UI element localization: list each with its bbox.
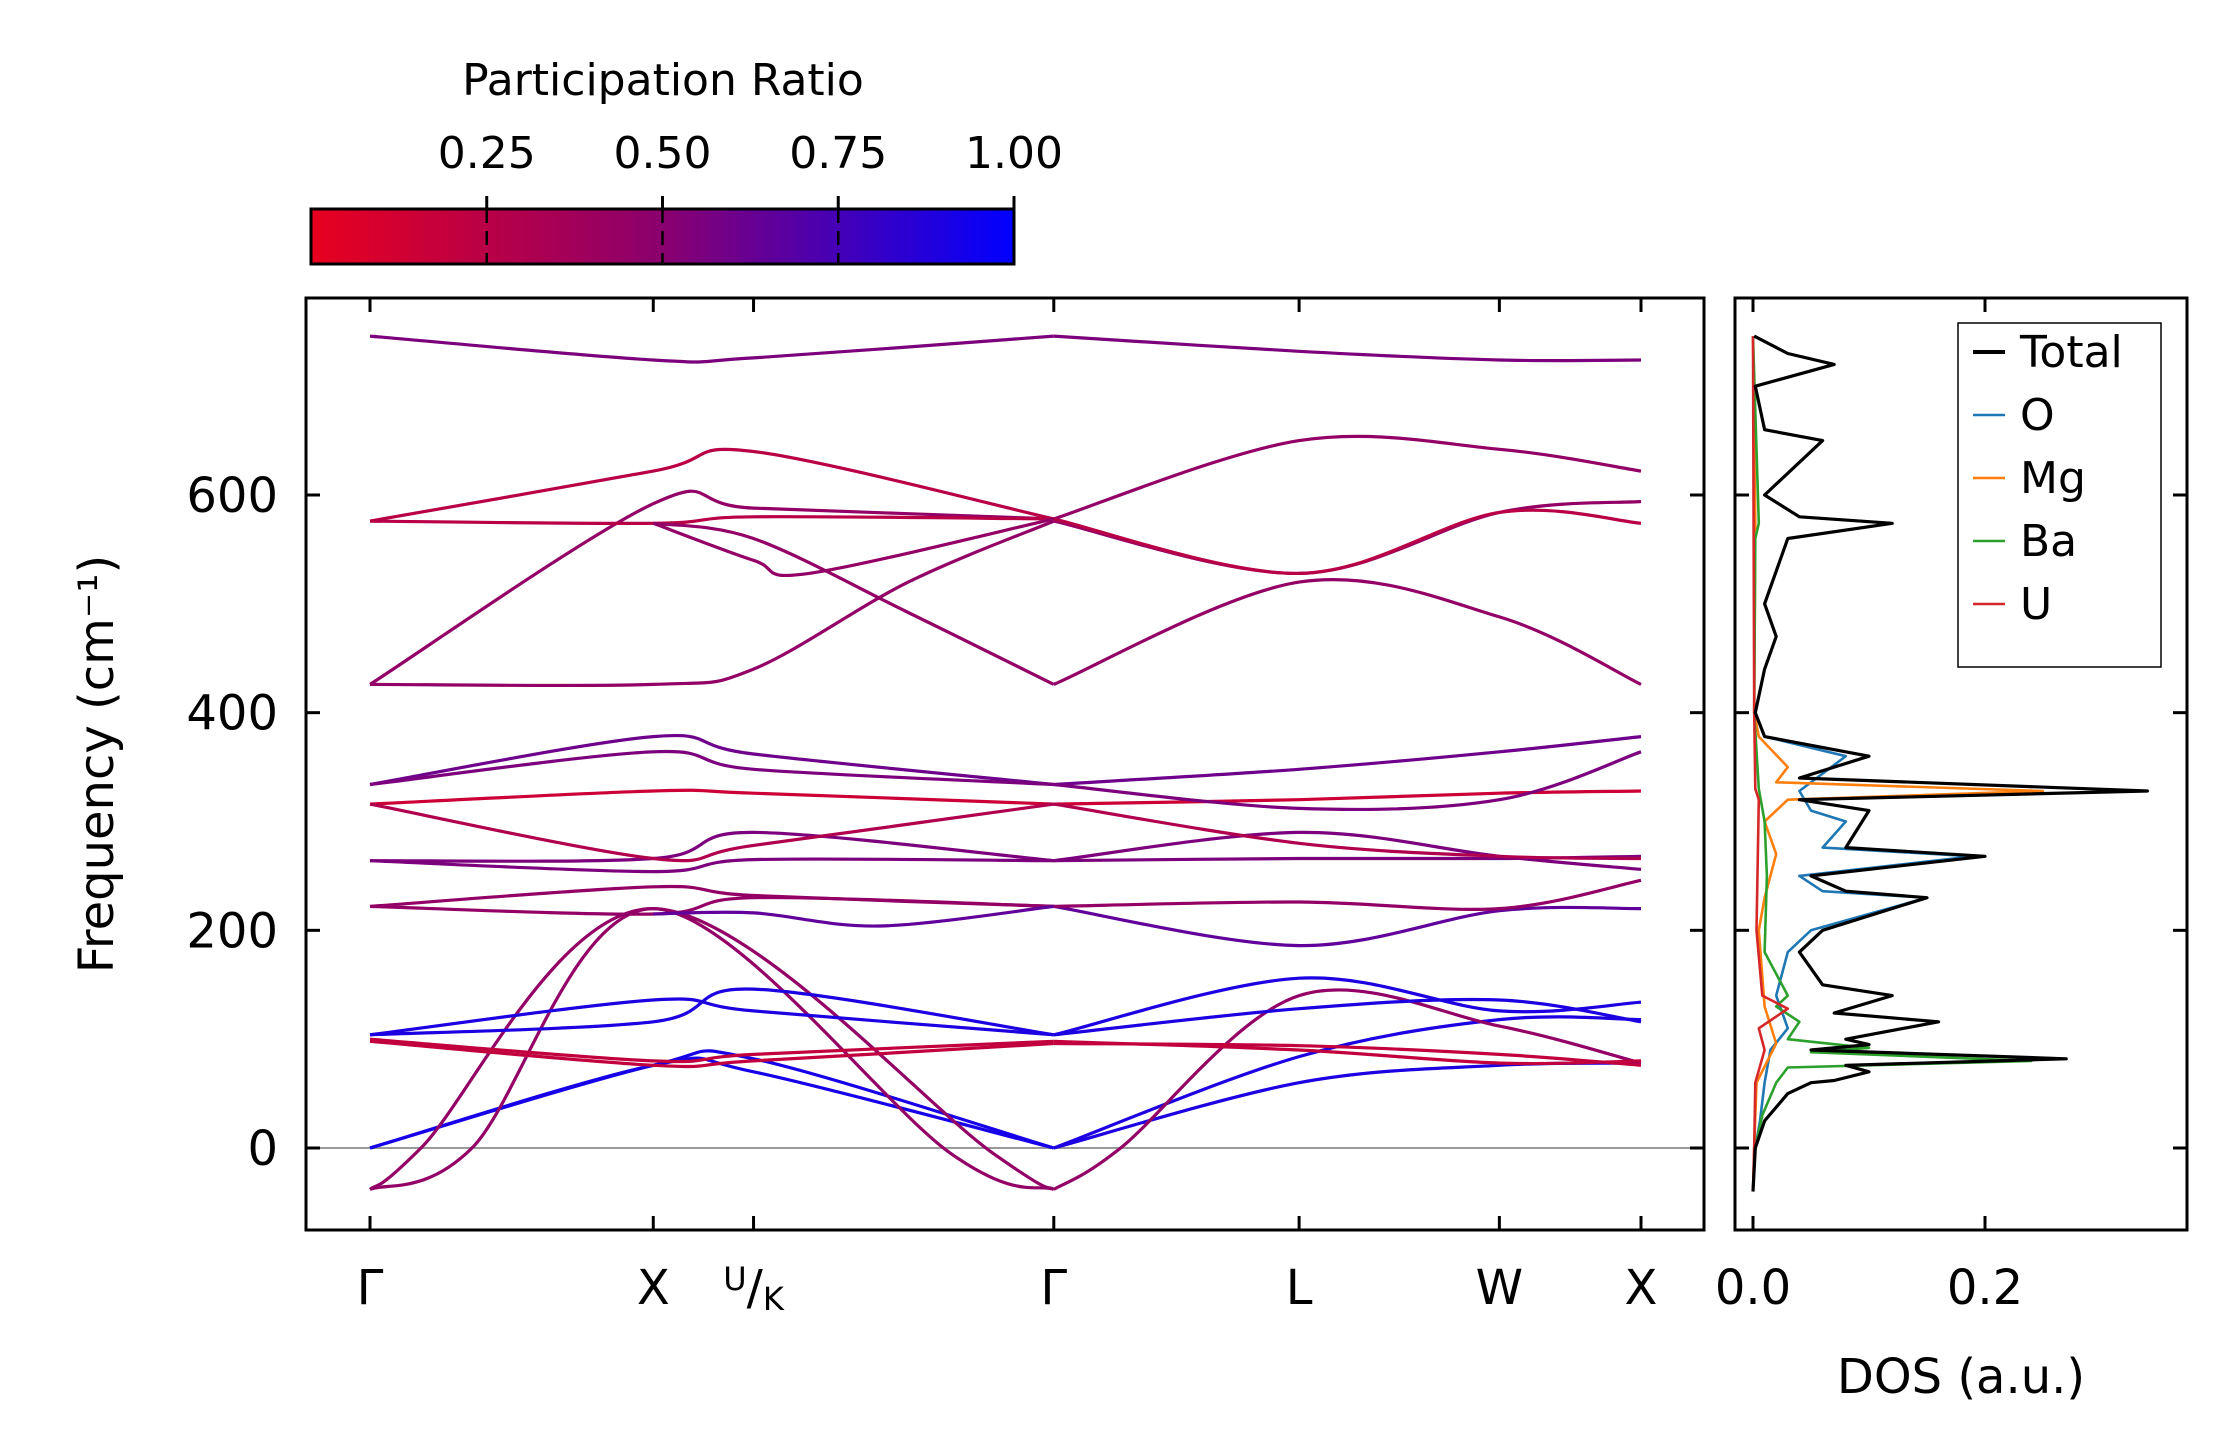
phonon-band-24: [369, 788, 1054, 806]
colorbar-tick-label: 1.00: [965, 128, 1063, 179]
phonon-band-27: [1053, 802, 1642, 861]
kpoint-label: L: [1286, 1260, 1313, 1316]
colorbar-ticks: 0.25 0.50 0.75 1.00: [438, 128, 1063, 264]
phonon-band-12: [369, 1039, 1054, 1069]
phonon-band-30: [1053, 735, 1642, 787]
phonon-band-7: [369, 997, 1054, 1037]
phonon-band-19: [1053, 878, 1642, 911]
phonon-band-18: [1053, 904, 1642, 948]
colorbar-tick-label: 0.75: [789, 128, 887, 179]
phonon-band-14: [1053, 1041, 1642, 1067]
phonon-band-28: [369, 733, 1054, 787]
phonon-band-2: [1053, 1061, 1642, 1150]
band-structure-panel: Γ X U/K Γ L W X 0 200 400 600 Frequency (cm⁻¹): [69, 296, 1706, 1318]
phonon-band-37: [369, 515, 1054, 526]
colorbar-tick-label: 0.25: [438, 128, 536, 179]
phonon-band-11: [369, 1037, 1054, 1064]
kpoint-label: U/K: [723, 1260, 785, 1318]
legend-label-o: O: [2020, 390, 2055, 441]
dos-series-u: [1751, 336, 1790, 1192]
kpoint-label: Γ: [1040, 1260, 1067, 1316]
phonon-band-6: [1052, 988, 1642, 1191]
phonon-band-35: [1053, 578, 1642, 686]
phonon-band-42: [369, 334, 1054, 364]
legend-label-u: U: [2020, 579, 2052, 630]
legend-label-total: Total: [2019, 327, 2123, 378]
y-tick-label: 600: [186, 468, 278, 524]
kpoint-label: X: [1625, 1260, 1658, 1316]
y-tick-label: 0: [247, 1121, 278, 1177]
phonon-band-41: [1053, 508, 1642, 576]
band-lines: [368, 334, 1642, 1191]
dos-x-tick-label: 0.2: [1947, 1260, 2023, 1316]
phonon-band-38: [653, 521, 1055, 686]
dos-axis-ticks: 0.0 0.2: [1715, 298, 2187, 1316]
phonon-band-32: [369, 489, 1054, 686]
y-axis-label: Frequency (cm⁻¹): [69, 555, 125, 973]
phonon-band-33: [369, 519, 1055, 688]
dos-x-tick-label: 0.0: [1715, 1260, 1791, 1316]
phonon-band-20: [369, 857, 1054, 874]
legend-label-mg: Mg: [2020, 453, 2086, 504]
phonon-band-1: [369, 1056, 1055, 1150]
phonon-band-9: [1053, 976, 1642, 1037]
colorbar: Participation Ratio 0.25 0.50 0.75 1.00: [309, 55, 1063, 266]
dos-plot-frame: [1733, 296, 2189, 1232]
dos-x-axis-label: DOS (a.u.): [1837, 1349, 2085, 1405]
phonon-band-39: [652, 517, 1055, 578]
kpoint-label: X: [637, 1260, 670, 1316]
band-plot-frame: [304, 296, 1706, 1232]
legend-box: [1957, 322, 2162, 668]
phonon-band-8: [369, 987, 1055, 1037]
y-tick-label: 400: [186, 686, 278, 742]
dos-lines: [1751, 334, 2149, 1192]
phonon-band-36: [369, 447, 1055, 523]
phonon-band-26: [369, 802, 1055, 863]
phonon-band-10: [1053, 997, 1642, 1037]
phonon-band-5: [369, 906, 1055, 1191]
phonon-band-31: [1053, 750, 1642, 812]
phonon-band-40: [1053, 434, 1642, 521]
phonon-band-21: [369, 830, 1054, 863]
dos-panel: 0.0 0.2 DOS (a.u.) Total O Mg Ba U: [1715, 296, 2189, 1405]
phonon-band-17: [653, 904, 1054, 928]
phonon-band-16: [369, 895, 1054, 916]
band-axis-ticks: Γ X U/K Γ L W X 0 200 400 600: [186, 298, 1704, 1318]
kpoint-label: Γ: [357, 1260, 384, 1316]
phonon-band-22: [1053, 830, 1642, 871]
legend-label-ba: Ba: [2020, 516, 2077, 567]
phonon-band-25: [1053, 789, 1642, 806]
dos-series-total: [1751, 334, 2149, 1192]
colorbar-tick-label: 0.50: [614, 128, 712, 179]
phonon-band-43: [1053, 334, 1642, 363]
kpoint-label: W: [1476, 1260, 1523, 1316]
legend: Total O Mg Ba U: [1957, 322, 2162, 668]
phonon-band-3: [1053, 1015, 1642, 1150]
legend-items: Total O Mg Ba U: [1973, 327, 2123, 630]
colorbar-title: Participation Ratio: [462, 55, 864, 106]
y-tick-label: 200: [186, 903, 278, 959]
phonon-band-29: [369, 749, 1054, 787]
